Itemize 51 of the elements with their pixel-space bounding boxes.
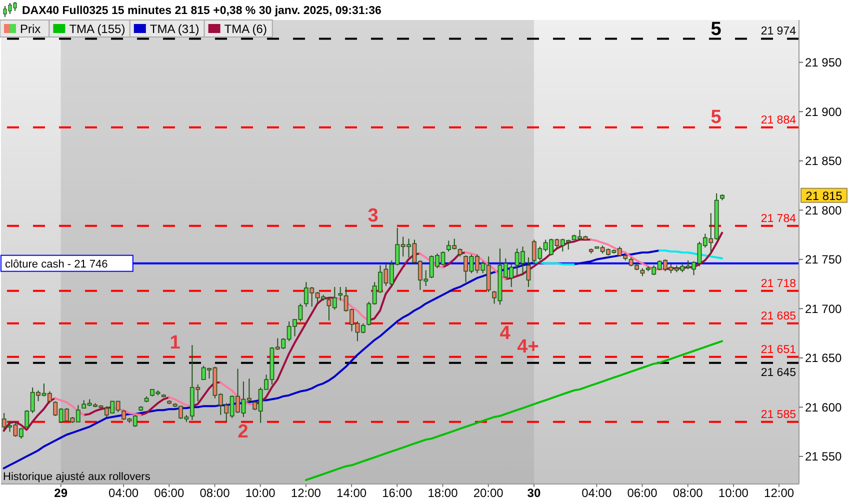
legend-label: TMA (31) [150, 22, 200, 36]
y-tick-label: 21 600 [805, 400, 842, 414]
candlestick [338, 286, 343, 302]
x-tick-label: 04:00 [582, 486, 612, 500]
x-tick-label: 29 [54, 486, 68, 500]
candlestick [526, 256, 531, 288]
annotation: 4+ [517, 336, 539, 358]
y-tick-label: 21 950 [805, 56, 842, 70]
ref-line-label: clôture cash - 21 746 [5, 258, 108, 270]
annotation: 4 [500, 322, 511, 344]
ref-line-label: 21 685 [760, 310, 796, 322]
ref-line-label: 21 784 [760, 212, 797, 225]
legend-label: Prix [20, 22, 41, 36]
x-tick-label: 10:00 [245, 486, 276, 500]
y-tick-label: 21 750 [805, 252, 842, 267]
x-tick-label: 12:00 [764, 486, 794, 500]
x-tick-label: 30 [527, 486, 541, 500]
x-tick-label: 08:00 [672, 486, 704, 500]
line-series [304, 340, 724, 482]
x-tick-label: 06:00 [627, 486, 658, 500]
ref-line-label: 21 645 [760, 366, 796, 379]
x-tick-label: 04:00 [108, 486, 139, 500]
annotation: 1 [170, 332, 181, 354]
y-tick-label: 21 850 [805, 154, 842, 168]
legend-label: TMA (155) [69, 22, 126, 36]
ref-line-label: 21 651 [760, 344, 796, 356]
ref-line-label: 21 884 [760, 114, 797, 126]
annotation: 2 [238, 421, 248, 442]
chart-title: DAX40 Full0325 15 minutes 21 815 +0,38 % 30 janv. 2025, 09:31:36 [22, 5, 382, 17]
x-tick-label: 18:00 [428, 486, 458, 500]
annotation: 5 [710, 19, 722, 40]
x-tick-label: 10:00 [718, 486, 749, 500]
x-tick-label: 08:00 [200, 486, 230, 500]
x-tick-label: 20:00 [473, 486, 504, 500]
x-tick-label: 14:00 [336, 486, 367, 500]
x-tick-label: 12:00 [290, 486, 322, 500]
ref-line-label: 21 974 [760, 26, 797, 38]
text: 21 815 [806, 188, 843, 203]
x-tick-label: 06:00 [154, 486, 184, 500]
annotation: Historique ajusté aux rollovers [3, 471, 151, 483]
ref-line-label: 21 585 [760, 408, 796, 421]
y-tick-label: 21 650 [805, 351, 842, 366]
y-tick-label: 21 900 [805, 104, 842, 119]
ref-line-label: 21 718 [760, 278, 796, 290]
annotation: 5 [710, 106, 722, 128]
y-tick-label: 21 550 [805, 450, 842, 464]
x-tick-label: 16:00 [382, 486, 412, 500]
annotation: 3 [368, 205, 378, 226]
y-tick-label: 21 700 [805, 302, 842, 316]
y-tick-label: 21 800 [805, 203, 842, 218]
legend-label: TMA (6) [224, 22, 267, 36]
